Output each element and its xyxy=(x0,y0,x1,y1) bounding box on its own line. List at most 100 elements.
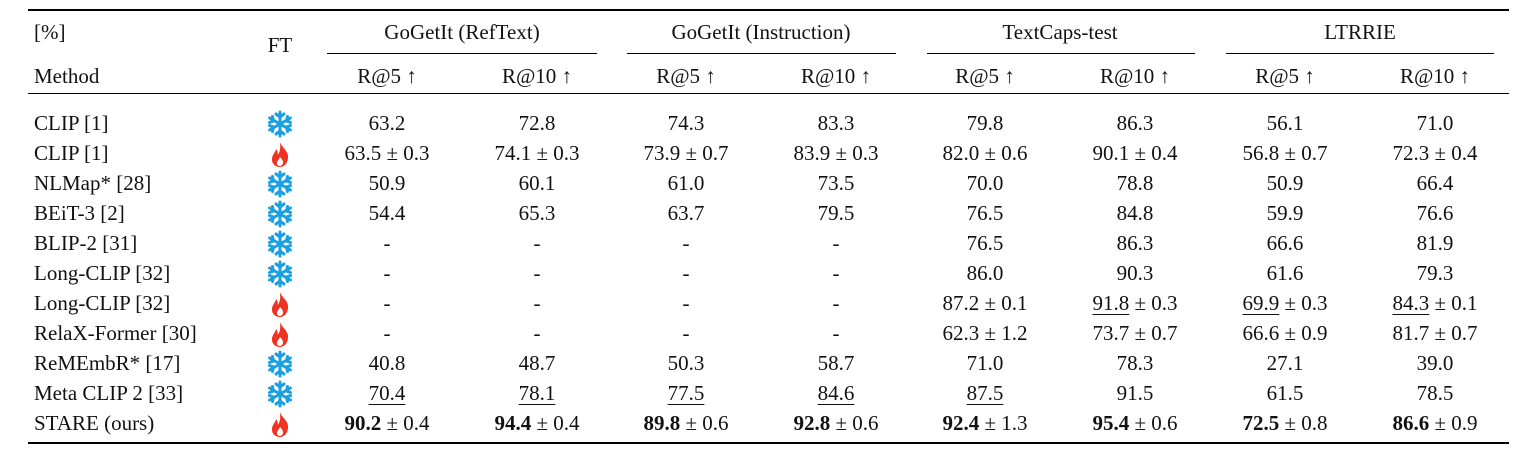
method-name: BEiT-3 [2] xyxy=(34,201,125,225)
method-header: Method xyxy=(34,64,100,88)
group-underline xyxy=(927,53,1195,54)
result-cell: 50.9 xyxy=(369,168,406,198)
result-cell: 60.1 xyxy=(519,168,556,198)
method-name: Long-CLIP [32] xyxy=(34,261,171,285)
result-std: ± 0.4 xyxy=(381,411,430,435)
result-std: ± 0.8 xyxy=(1279,411,1328,435)
result-cell: 90.1 ± 0.4 xyxy=(1092,138,1177,168)
result-value: 86.3 xyxy=(1116,231,1154,255)
result-cell: 92.8 ± 0.6 xyxy=(793,408,878,438)
result-value: 91.5 xyxy=(1116,381,1154,405)
result-cell: 91.8 ± 0.3 xyxy=(1092,288,1177,318)
snowflake-icon xyxy=(266,349,294,379)
result-cell: - xyxy=(683,288,690,318)
result-cell: 76.5 xyxy=(967,228,1004,258)
snowflake-icon xyxy=(266,199,294,229)
result-value: 86.6 xyxy=(1392,411,1430,435)
result-value: 63.5 xyxy=(344,141,382,165)
result-value: 87.5 xyxy=(966,381,1004,405)
result-value: 76.6 xyxy=(1416,201,1454,225)
result-cell: 83.9 ± 0.3 xyxy=(793,138,878,168)
result-value: - xyxy=(533,231,541,255)
result-cell: - xyxy=(833,288,840,318)
result-cell: 69.9 ± 0.3 xyxy=(1242,288,1327,318)
flame-icon xyxy=(266,409,294,439)
metric-header: R@10 ↑ xyxy=(1399,64,1471,88)
snowflake-icon xyxy=(266,379,294,409)
result-cell: 87.2 ± 0.1 xyxy=(942,288,1027,318)
bottom-rule xyxy=(28,442,1509,444)
result-value: 92.8 xyxy=(793,411,831,435)
result-cell: 90.2 ± 0.4 xyxy=(344,408,429,438)
result-cell: 74.3 xyxy=(668,108,705,138)
result-std: ± 0.4 xyxy=(1129,141,1178,165)
result-cell: - xyxy=(534,318,541,348)
result-std: ± 0.3 xyxy=(531,141,580,165)
result-value: 61.0 xyxy=(667,171,705,195)
result-cell: 76.5 xyxy=(967,198,1004,228)
result-value: 79.3 xyxy=(1416,261,1454,285)
result-value: 87.2 xyxy=(942,291,980,315)
result-value: 61.6 xyxy=(1266,261,1304,285)
result-value: - xyxy=(533,321,541,345)
method-name: CLIP [1] xyxy=(34,141,109,165)
result-cell: - xyxy=(534,258,541,288)
result-cell: 70.4 xyxy=(369,378,406,408)
result-cell: 78.5 xyxy=(1417,378,1454,408)
result-cell: - xyxy=(683,318,690,348)
result-std: ± 0.1 xyxy=(979,291,1028,315)
result-std: ± 0.3 xyxy=(381,141,430,165)
result-cell: 78.1 xyxy=(519,378,556,408)
result-value: 66.6 xyxy=(1242,321,1280,345)
method-name: Meta CLIP 2 [33] xyxy=(34,381,184,405)
result-cell: 86.3 xyxy=(1117,228,1154,258)
result-value: - xyxy=(832,321,840,345)
result-std: ± 0.7 xyxy=(1429,321,1478,345)
result-value: 84.3 xyxy=(1392,291,1430,315)
result-value: 71.0 xyxy=(1416,111,1454,135)
result-std: ± 0.9 xyxy=(1279,321,1328,345)
unit-label: [%] xyxy=(34,20,66,44)
result-cell: - xyxy=(534,288,541,318)
flame-icon xyxy=(266,139,294,169)
result-cell: 90.3 xyxy=(1117,258,1154,288)
ft-header: FT xyxy=(267,33,293,57)
result-cell: 94.4 ± 0.4 xyxy=(494,408,579,438)
result-cell: 61.5 xyxy=(1267,378,1304,408)
result-value: - xyxy=(383,321,391,345)
result-cell: 40.8 xyxy=(369,348,406,378)
result-value: 50.9 xyxy=(1266,171,1304,195)
result-value: 58.7 xyxy=(817,351,855,375)
result-value: 48.7 xyxy=(518,351,556,375)
result-value: 78.3 xyxy=(1116,351,1154,375)
result-value: 90.1 xyxy=(1092,141,1130,165)
result-value: 54.4 xyxy=(368,201,406,225)
method-name: ReMEmbR* [17] xyxy=(34,351,181,375)
result-cell: 58.7 xyxy=(818,348,855,378)
result-value: 50.9 xyxy=(368,171,406,195)
result-value: 71.0 xyxy=(966,351,1004,375)
result-cell: 66.6 xyxy=(1267,228,1304,258)
result-std: ± 1.2 xyxy=(979,321,1028,345)
metric-header: R@10 ↑ xyxy=(501,64,573,88)
metric-header: R@5 ↑ xyxy=(656,64,716,88)
result-cell: 81.9 xyxy=(1417,228,1454,258)
result-value: 84.8 xyxy=(1116,201,1154,225)
method-name: BLIP-2 [31] xyxy=(34,231,138,255)
result-cell: 48.7 xyxy=(519,348,556,378)
result-cell: 84.8 xyxy=(1117,198,1154,228)
result-cell: 70.0 xyxy=(967,168,1004,198)
snowflake-icon xyxy=(266,259,294,289)
result-cell: - xyxy=(384,258,391,288)
result-value: 27.1 xyxy=(1266,351,1304,375)
result-value: 40.8 xyxy=(368,351,406,375)
result-value: - xyxy=(383,291,391,315)
result-cell: 59.9 xyxy=(1267,198,1304,228)
result-cell: 83.3 xyxy=(818,108,855,138)
result-cell: 74.1 ± 0.3 xyxy=(494,138,579,168)
result-cell: 81.7 ± 0.7 xyxy=(1392,318,1477,348)
result-value: 95.4 xyxy=(1092,411,1130,435)
result-value: 78.8 xyxy=(1116,171,1154,195)
result-std: ± 0.6 xyxy=(830,411,879,435)
result-cell: 84.6 xyxy=(818,378,855,408)
